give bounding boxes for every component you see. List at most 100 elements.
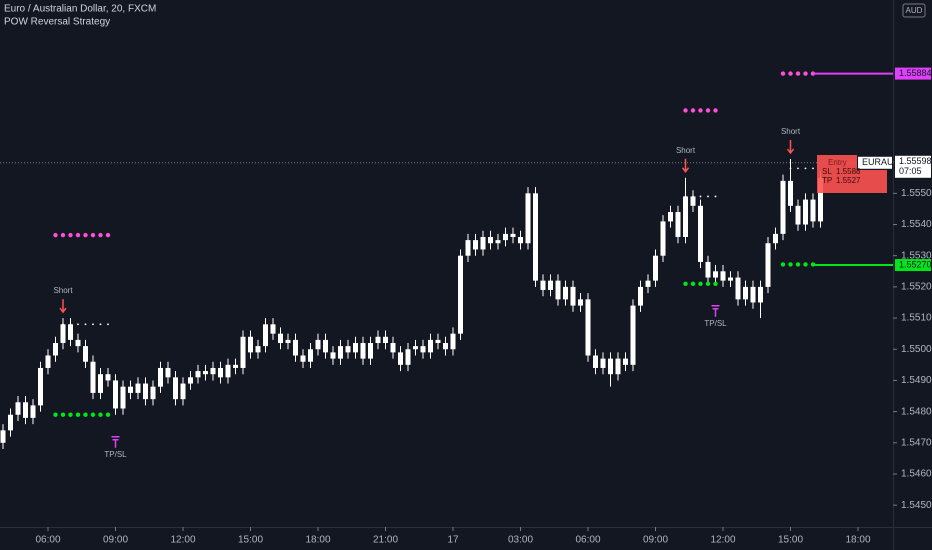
candle-body [570, 286, 576, 306]
level-dot [705, 108, 711, 113]
entry-dot [789, 167, 792, 170]
entry-dot [797, 167, 799, 170]
candle-body [668, 212, 673, 222]
level-dot [53, 232, 58, 238]
candle-body [713, 271, 718, 278]
candle-body [150, 386, 156, 400]
candle-body [233, 364, 238, 368]
y-tick-label: 1.55100 [901, 313, 932, 324]
exit-icon [111, 435, 120, 448]
candle-body [720, 271, 726, 281]
candle-body [690, 196, 696, 206]
level-dot [690, 281, 696, 286]
level-dot [68, 232, 73, 238]
candle-body [585, 299, 591, 356]
indicator-name: POW Reversal Strategy [4, 17, 110, 28]
x-tick-label: 15:00 [238, 535, 263, 546]
candle-body [465, 240, 471, 256]
candle-body [225, 364, 231, 378]
trade-box-tp: 1.5527 [836, 176, 861, 185]
currency-label[interactable]: AUD [906, 6, 923, 15]
signal-label: Short [53, 286, 73, 295]
candle-body [615, 358, 621, 375]
candle-body [803, 199, 808, 225]
x-tick-label: 12:00 [170, 535, 195, 546]
countdown-label: 07:05 [899, 166, 922, 176]
candle-body [428, 339, 433, 353]
candle-body [818, 177, 823, 222]
last-price-box [895, 155, 931, 178]
candle-body [780, 180, 786, 234]
candle-body [98, 374, 103, 393]
candle-body [623, 358, 628, 365]
candle-body [683, 196, 688, 237]
candle-body [345, 346, 351, 353]
entry-dot [69, 323, 72, 326]
candle-body [630, 305, 636, 365]
candle-body [240, 336, 246, 368]
level-dot [68, 412, 73, 417]
x-tick-label: 21:00 [373, 535, 398, 546]
x-tick-label: 03:00 [508, 535, 533, 546]
candle-body [608, 358, 613, 375]
level-dot [795, 262, 801, 267]
candle-body [698, 205, 703, 262]
candle-body [368, 343, 373, 359]
level-dot [788, 71, 793, 76]
entry-dot [77, 323, 79, 326]
candle-body [143, 383, 148, 400]
candle-body [525, 193, 531, 244]
level-dot [683, 108, 688, 113]
candle-body [675, 212, 681, 237]
candle-body [173, 377, 178, 400]
level-dot [75, 412, 81, 417]
candle-body [638, 286, 643, 306]
level-dot [98, 412, 103, 417]
entry-dot [714, 195, 717, 198]
x-tick-label: 15:00 [778, 535, 803, 546]
candle-body [810, 199, 816, 222]
trade-box [857, 170, 887, 193]
trade-box-sl-label: SL [822, 167, 832, 176]
candle-body [390, 343, 396, 353]
candle-body [353, 343, 358, 353]
candle-body [105, 374, 111, 381]
chart-title: Euro / Australian Dollar, 20, FXCM [4, 4, 156, 15]
short-arrow [59, 299, 67, 314]
entry-dot [699, 195, 702, 198]
candle-body [593, 355, 598, 368]
level-dot [698, 108, 703, 113]
trade-box-sl: 1.5588 [836, 167, 861, 176]
level-dot [90, 412, 96, 417]
y-tick-label: 1.54700 [901, 437, 932, 448]
exit-icon [711, 305, 720, 317]
y-tick-label: 1.55300 [901, 250, 932, 261]
candle-body [270, 324, 276, 334]
price-label-box [895, 67, 931, 80]
candle-body [293, 339, 298, 356]
candle-body [165, 367, 171, 378]
level-dot [803, 262, 808, 267]
candle-body [518, 236, 523, 244]
candle-body [30, 405, 36, 418]
x-tick-label: 17 [447, 535, 459, 546]
x-tick-label: 18:00 [305, 535, 330, 546]
candle-body [788, 180, 793, 206]
candle-body [23, 402, 28, 418]
candle-body [135, 383, 141, 393]
candle-body [480, 236, 486, 250]
entry-dot [107, 323, 109, 326]
candle-body [773, 233, 778, 244]
level-dot [60, 412, 66, 417]
x-tick-label: 09:00 [643, 535, 668, 546]
price-label-box [895, 259, 931, 272]
entry-dot [804, 167, 807, 170]
entry-dot [707, 195, 709, 198]
y-tick-label: 1.54800 [901, 406, 932, 417]
currency-button[interactable] [902, 3, 926, 18]
candle-body [750, 286, 756, 303]
candle-body [458, 255, 463, 334]
trade-box-title: Entry [828, 158, 847, 167]
trade-box [817, 155, 857, 193]
